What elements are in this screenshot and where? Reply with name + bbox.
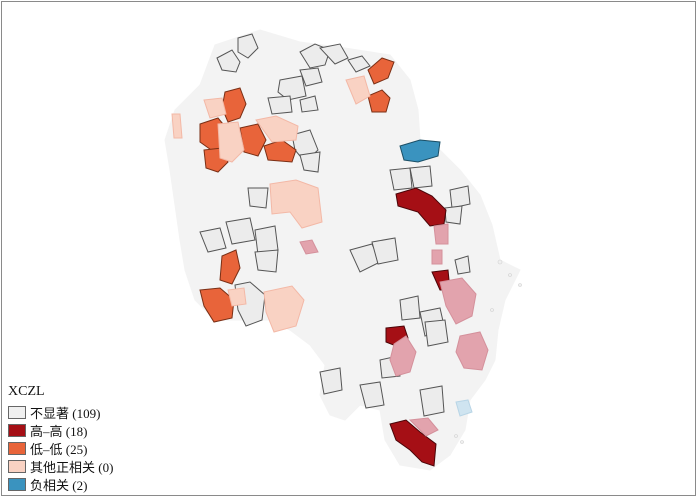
other-pos-region (345, 75, 371, 105)
ns-region (319, 43, 349, 65)
legend-item-not-significant: 不显著 (109) (8, 403, 113, 421)
other-pos-region (171, 113, 183, 139)
ns-region (319, 367, 343, 395)
ns-region (359, 381, 385, 409)
hh-light-region (433, 223, 449, 245)
ns-region (267, 95, 293, 115)
ll-region (367, 57, 395, 85)
ns-region (247, 187, 269, 209)
ll-region (199, 287, 235, 323)
island (518, 283, 522, 287)
legend-label: 低–低 (25) (30, 441, 88, 457)
island (454, 434, 458, 438)
hh-light-region (408, 417, 439, 437)
legend-swatch (8, 405, 26, 419)
hh-light-region (439, 277, 477, 325)
hh-light-region (431, 249, 443, 265)
ns-region (347, 55, 371, 73)
ns-region (389, 167, 413, 191)
legend-item-negative: 负相关 (2) (8, 475, 113, 493)
high-high-light-regions (299, 223, 489, 437)
neg-light-region (455, 399, 473, 417)
negative-light-regions (455, 399, 473, 417)
ns-region (299, 151, 321, 173)
legend-item-other-positive: 其他正相关 (0) (8, 457, 113, 475)
other-pos-region (227, 287, 247, 307)
ns-region (419, 385, 445, 417)
negative-regions (399, 139, 441, 163)
ns-region (237, 33, 259, 59)
ns-region (399, 295, 421, 321)
ns-region (444, 205, 463, 225)
ns-region (454, 255, 471, 275)
legend-label: 其他正相关 (0) (30, 459, 114, 475)
ns-region (277, 75, 307, 101)
hh-light-region (455, 331, 489, 371)
ns-region (199, 227, 227, 253)
ns-region (216, 49, 241, 73)
legend-swatch (8, 459, 26, 473)
ns-region (409, 165, 433, 189)
other-positive-regions (171, 75, 371, 333)
other-pos-region (203, 97, 227, 119)
other-pos-region (255, 115, 299, 143)
hh-light-region (389, 335, 417, 377)
island (497, 259, 503, 265)
ns-region (254, 249, 279, 273)
legend: XCZL 不显著 (109) 高–高 (18) 低–低 (25) 其他正相关 (… (8, 384, 113, 493)
other-pos-region (217, 121, 245, 163)
hh-region (389, 419, 437, 467)
not-significant-regions (199, 33, 471, 417)
ns-region (225, 217, 256, 245)
ll-region (367, 89, 391, 113)
hh-region (395, 187, 447, 227)
ll-region (219, 249, 241, 285)
legend-swatch (8, 477, 26, 491)
ns-region (299, 67, 323, 87)
legend-label: 高–高 (18) (30, 423, 88, 439)
island (490, 308, 494, 312)
island (460, 440, 464, 444)
hh-light-region (299, 239, 319, 255)
ns-region (449, 185, 471, 209)
ns-region (424, 319, 449, 347)
other-pos-region (263, 285, 305, 333)
ns-region (371, 237, 399, 265)
high-high-regions (385, 187, 451, 467)
legend-item-low-low: 低–低 (25) (8, 439, 113, 457)
neg-region (399, 139, 441, 163)
other-pos-region (269, 179, 323, 229)
legend-item-high-high: 高–高 (18) (8, 421, 113, 439)
legend-swatch (8, 423, 26, 437)
legend-title: XCZL (8, 384, 45, 399)
legend-label: 负相关 (2) (30, 477, 88, 493)
island (508, 273, 512, 277)
coastal-islands (454, 259, 522, 444)
legend-swatch (8, 441, 26, 455)
ns-region (299, 95, 319, 113)
legend-label: 不显著 (109) (30, 405, 101, 421)
